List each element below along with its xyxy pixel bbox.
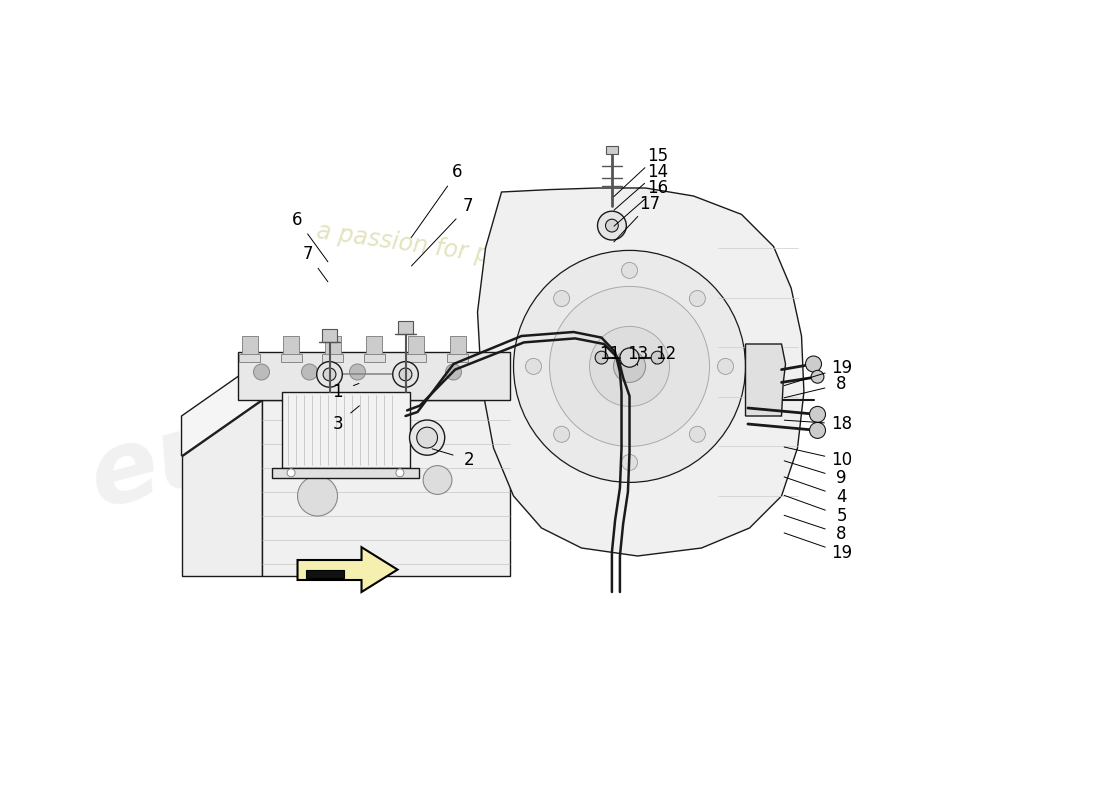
Text: 8: 8 (836, 375, 847, 393)
Circle shape (595, 351, 608, 364)
Circle shape (620, 348, 639, 367)
Text: 2: 2 (464, 451, 475, 469)
Text: 3: 3 (332, 415, 343, 433)
Polygon shape (238, 352, 509, 400)
Circle shape (350, 364, 365, 380)
Text: 19: 19 (830, 359, 852, 377)
Bar (282, 392, 409, 468)
Circle shape (621, 454, 638, 470)
Text: 7: 7 (302, 246, 313, 263)
Bar (324, 336, 341, 356)
Circle shape (810, 406, 825, 422)
Bar (447, 354, 468, 362)
Circle shape (424, 466, 452, 494)
Circle shape (399, 368, 411, 381)
Circle shape (514, 250, 746, 482)
Circle shape (446, 364, 462, 380)
Circle shape (287, 469, 295, 477)
Bar (366, 336, 383, 356)
Bar (283, 336, 299, 356)
Circle shape (317, 362, 342, 387)
Bar (450, 336, 465, 356)
Bar (398, 321, 412, 334)
Polygon shape (182, 360, 509, 456)
Circle shape (690, 426, 705, 442)
Circle shape (253, 364, 270, 380)
Circle shape (297, 476, 338, 516)
Text: 1: 1 (332, 383, 343, 401)
Bar (239, 354, 260, 362)
Bar (280, 354, 301, 362)
Circle shape (550, 286, 710, 446)
Text: 5: 5 (836, 507, 847, 525)
Circle shape (301, 364, 318, 380)
Text: 10: 10 (830, 451, 852, 469)
Text: 7: 7 (463, 198, 473, 215)
Circle shape (690, 290, 705, 306)
Text: 13: 13 (627, 345, 648, 362)
Bar (242, 336, 257, 356)
Text: 8: 8 (836, 526, 847, 543)
Bar (322, 354, 343, 362)
Bar (322, 329, 337, 342)
Text: 12: 12 (654, 345, 676, 362)
Circle shape (605, 219, 618, 232)
Bar (306, 570, 344, 578)
Text: 6: 6 (452, 163, 463, 181)
Text: 6: 6 (293, 211, 303, 229)
Text: 19: 19 (830, 544, 852, 562)
Bar (408, 336, 424, 356)
Circle shape (717, 358, 734, 374)
Circle shape (805, 356, 822, 372)
Text: 9: 9 (836, 470, 847, 487)
Polygon shape (297, 547, 397, 592)
Circle shape (553, 426, 570, 442)
Polygon shape (262, 400, 509, 576)
Circle shape (397, 364, 414, 380)
Circle shape (526, 358, 541, 374)
Text: 15: 15 (647, 147, 668, 165)
Circle shape (323, 368, 336, 381)
Text: eurospares: eurospares (79, 271, 716, 529)
Circle shape (597, 211, 626, 240)
Circle shape (590, 326, 670, 406)
Bar (406, 354, 427, 362)
Circle shape (553, 290, 570, 306)
Circle shape (417, 427, 438, 448)
Circle shape (811, 370, 824, 383)
Bar (364, 354, 385, 362)
Circle shape (614, 350, 646, 382)
Circle shape (810, 422, 825, 438)
Text: 18: 18 (830, 415, 852, 433)
Polygon shape (182, 400, 262, 576)
Circle shape (621, 262, 638, 278)
Polygon shape (272, 468, 419, 478)
Bar (605, 146, 618, 154)
Circle shape (393, 362, 418, 387)
Polygon shape (477, 188, 804, 556)
Text: 11: 11 (598, 345, 620, 362)
Circle shape (651, 351, 664, 364)
Text: 17: 17 (639, 195, 660, 213)
Text: 16: 16 (647, 179, 668, 197)
Polygon shape (746, 344, 785, 416)
Text: 14: 14 (647, 163, 668, 181)
Text: a passion for parts since 1985: a passion for parts since 1985 (315, 219, 672, 293)
Circle shape (409, 420, 444, 455)
Circle shape (396, 469, 404, 477)
Text: 4: 4 (836, 488, 847, 506)
